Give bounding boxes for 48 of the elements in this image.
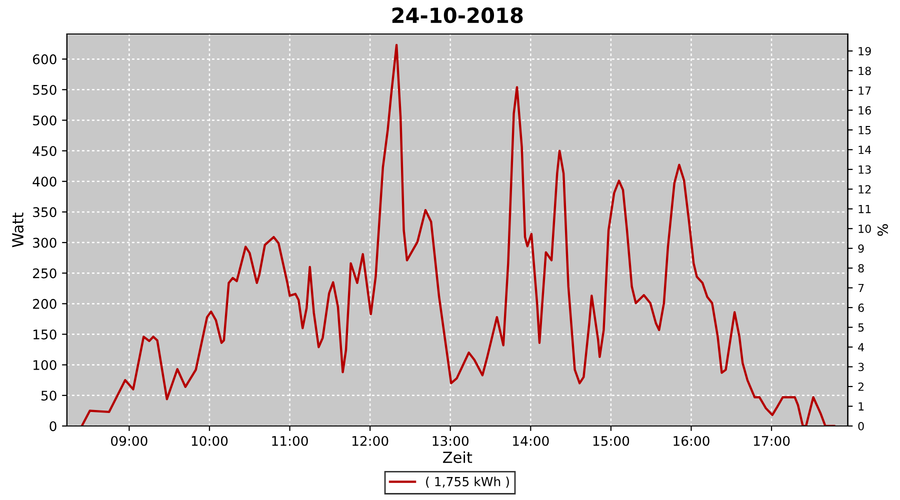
y-tick-label: 0 — [50, 421, 56, 432]
y-tick-label: 50 — [41, 390, 56, 401]
x-tick-label: 13:00 — [432, 436, 468, 446]
y-tick-label: 300 — [33, 238, 56, 248]
y2-tick-label: 12 — [858, 185, 871, 194]
y-tick-label: 350 — [33, 207, 56, 218]
y2-tick-label: 1 — [858, 402, 864, 410]
x-tick-label: 11:00 — [272, 436, 308, 446]
line-series — [80, 44, 836, 426]
y-tick-label: 550 — [33, 84, 56, 95]
y2-tick-label: 15 — [858, 126, 871, 134]
y2-tick-label: 2 — [858, 382, 864, 391]
y-tick-label: 150 — [34, 329, 56, 340]
y2-tick-label: 19 — [858, 46, 871, 56]
y2-tick-label: 13 — [858, 165, 871, 174]
y-tick-label: 400 — [32, 176, 56, 187]
x-axis-title: Zeit — [443, 451, 472, 464]
x-tick-label: 14:00 — [513, 436, 549, 446]
y2-tick-label: 11 — [858, 205, 871, 214]
chart-title: 24-10-2018 — [392, 7, 523, 24]
y2-tick-label: 4 — [858, 343, 864, 352]
y-tick-label: 200 — [33, 298, 56, 309]
y2-tick-label: 10 — [858, 224, 871, 233]
y2-tick-label: 0 — [858, 422, 864, 430]
y-tick-label: 250 — [33, 268, 56, 278]
y-tick-label: 600 — [32, 54, 56, 64]
x-tick-label: 17:00 — [754, 436, 790, 446]
y2-axis-title: % — [877, 224, 888, 236]
y2-tick-label: 3 — [858, 362, 864, 372]
y2-tick-label: 17 — [858, 86, 871, 95]
y2-tick-label: 18 — [858, 66, 871, 76]
y-tick-label: 450 — [32, 146, 56, 156]
y-tick-label: 100 — [34, 360, 56, 370]
y2-tick-label: 16 — [858, 106, 871, 115]
y-tick-label: 500 — [33, 115, 56, 126]
y2-tick-label: 6 — [858, 304, 864, 312]
y2-tick-label: 9 — [858, 244, 864, 253]
y2-tick-label: 8 — [858, 264, 864, 272]
x-tick-label: 15:00 — [593, 436, 630, 446]
x-tick-label: 12:00 — [352, 436, 388, 446]
x-tick-label: 10:00 — [192, 436, 228, 446]
y2-tick-label: 14 — [858, 146, 872, 154]
y-axis-title: Watt — [12, 212, 24, 248]
x-tick-label: 16:00 — [674, 436, 710, 446]
legend-label: ( 1,755 kWh ) — [426, 476, 509, 488]
x-tick-label: 09:00 — [111, 436, 148, 446]
y2-tick-label: 7 — [858, 284, 864, 292]
y2-tick-label: 5 — [858, 323, 864, 332]
